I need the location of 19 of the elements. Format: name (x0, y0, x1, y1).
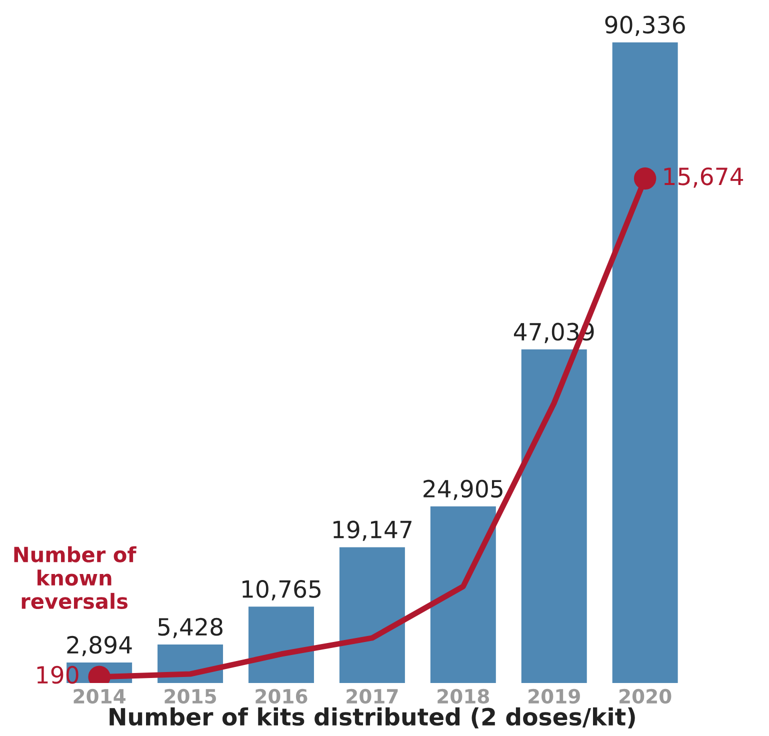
data-label: 2,894 (67, 636, 132, 656)
x-tick-label: 2016 (256, 688, 308, 704)
bar (339, 547, 405, 684)
data-label: 10,765 (242, 580, 320, 600)
data-label: 19,147 (333, 520, 412, 541)
x-tick-label: 2015 (164, 688, 216, 704)
data-label: 5,428 (158, 618, 222, 638)
bar (521, 349, 587, 684)
x-axis-title: Number of kits distributed (2 doses/kit) (110, 707, 635, 728)
x-tick-label: 2014 (74, 688, 126, 704)
text: Number of known reversals (14, 546, 136, 610)
x-tick-label: 2018 (438, 688, 490, 704)
bar (430, 506, 496, 684)
data-label: 24,905 (424, 480, 502, 500)
data-label: 90,336 (605, 16, 685, 36)
x-tick-label: 2019 (528, 688, 580, 704)
bar (248, 606, 314, 684)
x-tick-label: 2017 (346, 688, 398, 704)
x-tick-label: 2020 (620, 688, 672, 704)
